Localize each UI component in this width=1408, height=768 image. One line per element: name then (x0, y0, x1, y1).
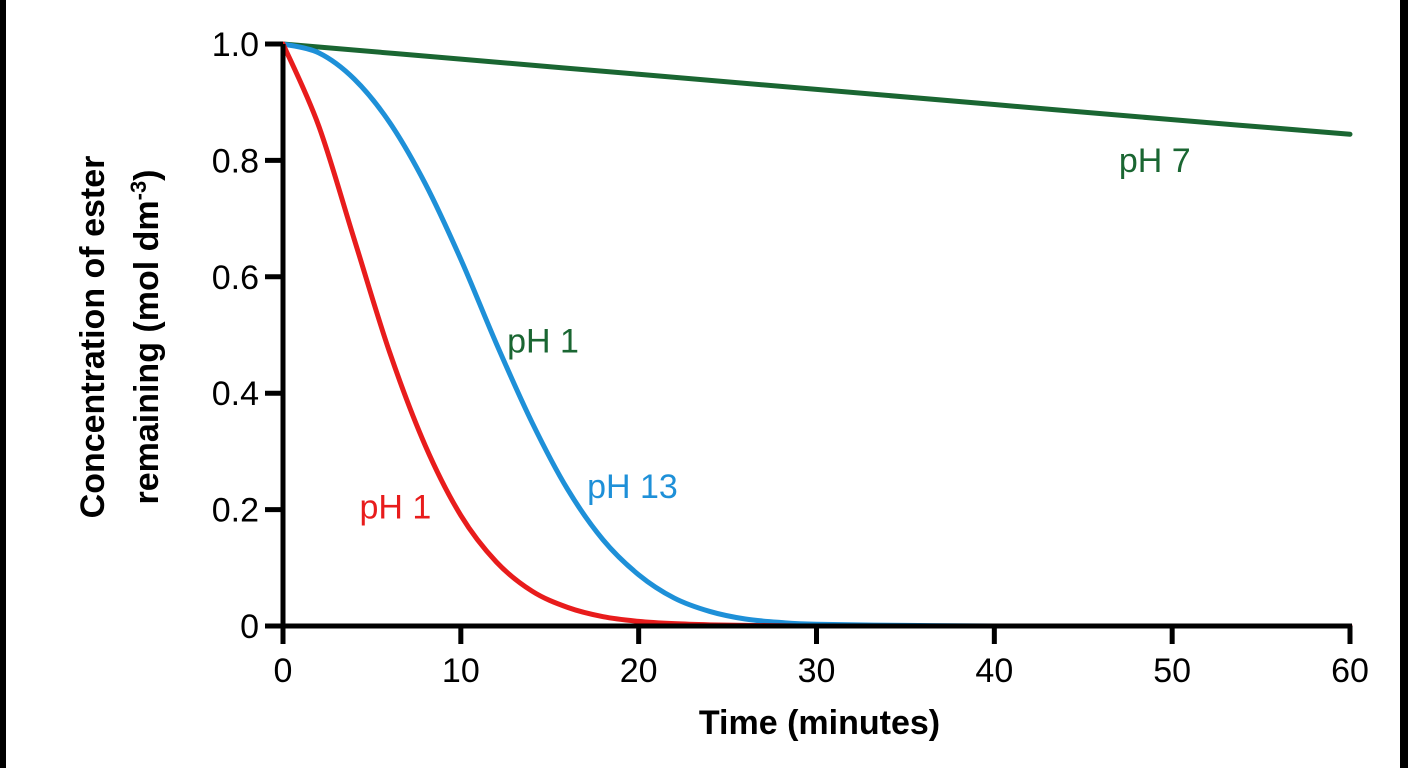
y-axis-title-close: ) (128, 169, 166, 180)
y-axis-title-line1: Concentration of ester (74, 156, 112, 519)
x-tick-label: 50 (1153, 652, 1191, 690)
y-tick-label: 0.6 (212, 259, 259, 297)
x-tick-label: 40 (975, 652, 1013, 690)
y-tick-label: 0.8 (212, 142, 259, 180)
y-tick-label: 0 (240, 608, 259, 646)
tick-layer: 0 10 20 30 40 50 60 0 0.2 0.4 0.6 0.8 1.0 (212, 26, 1369, 690)
series-label: pH 1 (359, 488, 431, 526)
annotation-layer: pH 7 pH 1 pH 13 pH 1 (359, 142, 1190, 526)
x-axis-title: Time (minutes) (699, 704, 940, 742)
y-tick-label: 1.0 (212, 26, 259, 64)
series-label: pH 7 (1119, 142, 1191, 180)
y-axis-title-main: remaining (mol dm (128, 200, 166, 504)
x-tick-label: 60 (1331, 652, 1369, 690)
x-tick-label: 20 (620, 652, 658, 690)
series-label: pH 13 (587, 468, 678, 506)
y-axis-title-superscript: -3 (126, 181, 151, 201)
y-tick-label: 0.4 (212, 375, 259, 413)
series-layer (280, 41, 1353, 629)
chart-frame: pH 7 pH 1 pH 13 pH 1 0 10 20 30 40 50 60 0 0.2 0.4 0.… (6, 0, 1400, 768)
y-axis-title-line2: remaining (mol dm-3) (126, 169, 167, 504)
x-tick-label: 30 (798, 652, 836, 690)
series-line-ph-1 (280, 41, 1353, 629)
series-line-ph-7 (280, 41, 1353, 137)
line-chart: pH 7 pH 1 pH 13 pH 1 0 10 20 30 40 50 60 0 0.2 0.4 0.… (74, 26, 1369, 742)
series-line-ph-13 (280, 41, 1353, 629)
series-label: pH 1 (507, 322, 579, 360)
y-tick-label: 0.2 (212, 492, 259, 530)
x-tick-label: 0 (274, 652, 293, 690)
axis-layer (280, 44, 1352, 629)
x-tick-label: 10 (442, 652, 480, 690)
